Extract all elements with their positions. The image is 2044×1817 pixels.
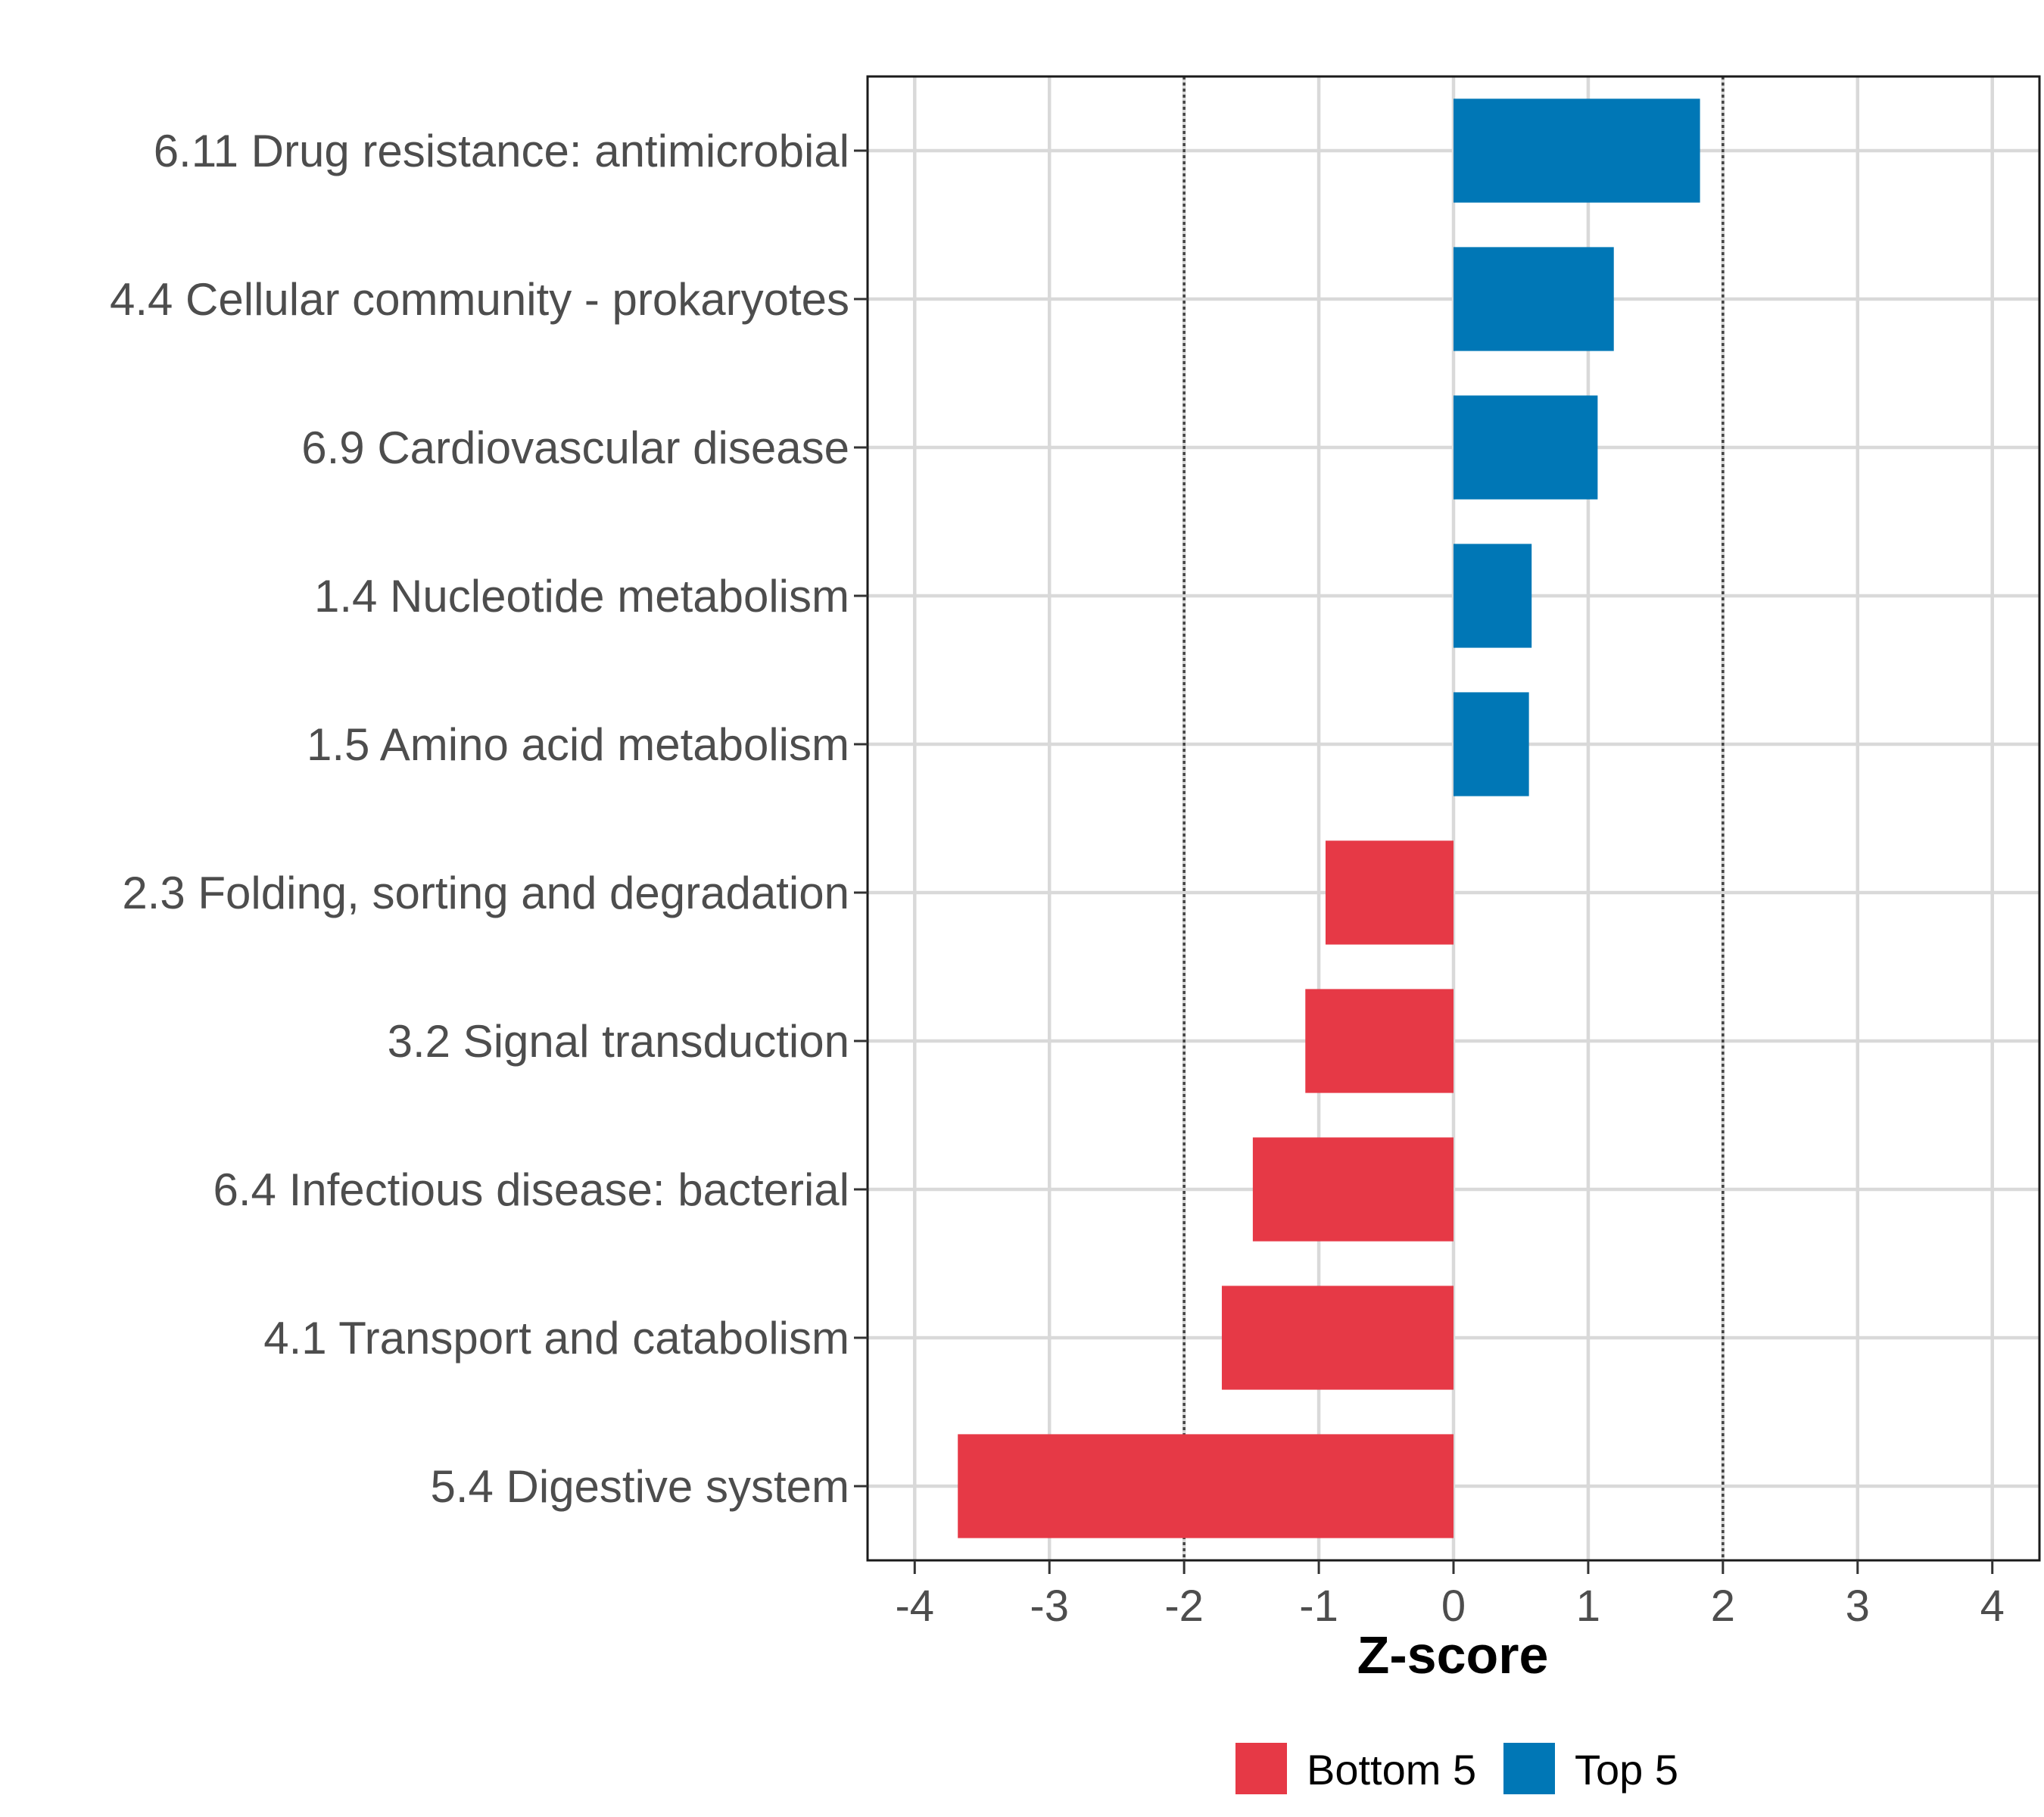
x-tick-label: 0: [1441, 1582, 1466, 1631]
y-tick-label-4-4-cellular-community-prokaryotes: 4.4 Cellular community - prokaryotes: [110, 274, 849, 325]
y-axis: 6.11 Drug resistance: antimicrobial 4.4 C…: [110, 126, 868, 1512]
legend-swatch-bottom-5: [1235, 1743, 1287, 1794]
y-tick-label-6-11-drug-resistance-antimicrobial: 6.11 Drug resistance: antimicrobial: [154, 126, 849, 176]
x-tick-label: 3: [1846, 1582, 1870, 1631]
bar-6-11-drug-resistance-antimicrobial: [1454, 98, 1700, 203]
bar-5-4-digestive-system: [958, 1434, 1454, 1538]
legend-label-top-5: Top 5: [1575, 1746, 1678, 1794]
y-tick-label-1-4-nucleotide-metabolism: 1.4 Nucleotide metabolism: [314, 571, 849, 622]
reference-lines: [1182, 76, 1725, 1560]
x-tick-label: -3: [1030, 1582, 1069, 1631]
y-tick-label-4-1-transport-and-catabolism: 4.1 Transport and catabolism: [263, 1313, 849, 1364]
bars: [958, 98, 1700, 1538]
x-tick-label: -1: [1299, 1582, 1338, 1631]
y-tick-label-1-5-amino-acid-metabolism: 1.5 Amino acid metabolism: [307, 719, 849, 770]
x-tick-label: 1: [1576, 1582, 1600, 1631]
bar-4-1-transport-and-catabolism: [1221, 1286, 1454, 1390]
bar-2-3-folding-sorting-and-degradation: [1325, 840, 1454, 945]
legend-swatch-top-5: [1503, 1743, 1555, 1794]
y-tick-label-5-4-digestive-system: 5.4 Digestive system: [430, 1461, 849, 1512]
bar-6-4-infectious-disease-bacterial: [1252, 1137, 1454, 1242]
y-tick-label-6-4-infectious-disease-bacterial: 6.4 Infectious disease: bacterial: [213, 1164, 850, 1215]
bar-1-5-amino-acid-metabolism: [1454, 692, 1529, 796]
legend-label-bottom-5: Bottom 5: [1307, 1746, 1476, 1794]
bar-1-4-nucleotide-metabolism: [1454, 544, 1532, 648]
y-tick-label-6-9-cardiovascular-disease: 6.9 Cardiovascular disease: [301, 422, 849, 473]
y-tick-label-3-2-signal-transduction: 3.2 Signal transduction: [388, 1016, 849, 1067]
bar-3-2-signal-transduction: [1305, 989, 1454, 1093]
y-tick-label-2-3-folding-sorting-and-degradation: 2.3 Folding, sorting and degradation: [122, 868, 849, 918]
x-tick-label: 2: [1711, 1582, 1735, 1631]
x-tick-label: -2: [1164, 1582, 1204, 1631]
x-tick-label: 4: [1980, 1582, 2005, 1631]
x-axis-title: Z-score: [1357, 1625, 1549, 1685]
legend: Bottom 5 Top 5: [1235, 1743, 1678, 1794]
bar-6-9-cardiovascular-disease: [1454, 395, 1598, 500]
bar-4-4-cellular-community-prokaryotes: [1454, 247, 1614, 351]
x-axis: -4 -3 -2 -1 0 1 2 3 4: [895, 1560, 2005, 1631]
x-tick-label: -4: [895, 1582, 934, 1631]
